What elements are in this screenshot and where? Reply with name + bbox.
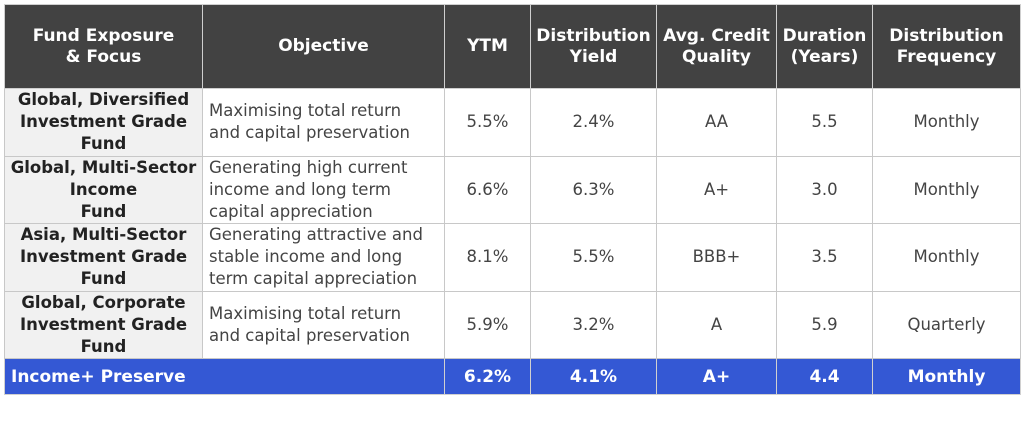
summary-duration: 4.4 <box>776 358 873 395</box>
objective-line: Maximising total return <box>209 303 402 323</box>
objective-line: and capital preservation <box>209 325 410 345</box>
objective-line: Maximising total return <box>209 101 402 121</box>
header-dist-yield-line-1: Distribution <box>536 25 651 46</box>
distribution-yield-cell: 3.2% <box>530 290 657 359</box>
header-distribution-frequency: Distribution Frequency <box>872 4 1021 89</box>
header-frequency-line-1: Distribution <box>889 25 1004 46</box>
ytm-cell: 6.6% <box>444 155 531 224</box>
header-ytm-label: YTM <box>467 36 508 56</box>
fund-name-cell: Global, Corporate Investment Grade Fund <box>4 290 203 359</box>
duration-cell: 3.5 <box>776 223 873 292</box>
objective-line: capital appreciation <box>209 201 373 221</box>
header-duration-line-1: Duration <box>782 25 867 46</box>
header-frequency-line-2: Frequency <box>896 46 997 67</box>
table-row: Global, Diversified Investment Grade Fun… <box>4 88 1021 157</box>
fund-name-line: Fund <box>80 269 127 289</box>
summary-ytm: 6.2% <box>444 358 531 395</box>
header-objective-label: Objective <box>278 36 369 56</box>
fund-comparison-table-wrapper: Fund Exposure & Focus Objective YTM Dist… <box>4 4 1021 395</box>
fund-name-cell: Asia, Multi-Sector Investment Grade Fund <box>4 223 203 292</box>
header-duration: Duration (Years) <box>776 4 873 89</box>
header-credit-quality: Avg. Credit Quality <box>656 4 777 89</box>
frequency-cell: Monthly <box>872 88 1021 157</box>
header-distribution-yield: Distribution Yield <box>530 4 657 89</box>
header-fund-exposure: Fund Exposure & Focus <box>4 4 203 89</box>
distribution-yield-cell: 5.5% <box>530 223 657 292</box>
ytm-cell: 5.5% <box>444 88 531 157</box>
frequency-cell: Monthly <box>872 223 1021 292</box>
header-objective: Objective <box>202 4 445 89</box>
fund-name-cell: Global, Diversified Investment Grade Fun… <box>4 88 203 157</box>
objective-line: income and long term <box>209 179 392 199</box>
summary-fund-name: Income+ Preserve <box>4 358 445 395</box>
fund-name-line: Asia, Multi-Sector <box>20 225 187 245</box>
table-row: Global, Multi-Sector Income Fund Generat… <box>4 155 1021 224</box>
objective-line: Generating high current <box>209 157 408 177</box>
summary-row: Income+ Preserve 6.2% 4.1% A+ 4.4 Monthl… <box>4 358 1021 395</box>
distribution-yield-cell: 2.4% <box>530 88 657 157</box>
header-fund-line-1: Fund Exposure <box>32 25 175 46</box>
summary-credit-quality: A+ <box>656 358 777 395</box>
objective-line: term capital appreciation <box>209 269 418 289</box>
objective-cell: Generating high current income and long … <box>202 155 445 224</box>
ytm-cell: 8.1% <box>444 223 531 292</box>
fund-name-line: Global, Diversified <box>17 90 190 110</box>
duration-cell: 3.0 <box>776 155 873 224</box>
credit-quality-cell: A <box>656 290 777 359</box>
fund-name-line: Fund <box>80 201 127 221</box>
header-credit-line-1: Avg. Credit <box>663 25 770 46</box>
header-fund-line-2: & Focus <box>65 46 142 67</box>
credit-quality-cell: AA <box>656 88 777 157</box>
frequency-cell: Quarterly <box>872 290 1021 359</box>
header-duration-line-2: (Years) <box>790 46 859 67</box>
objective-line: Generating attractive and <box>209 225 423 245</box>
fund-name-line: Investment Grade <box>19 247 188 267</box>
summary-frequency: Monthly <box>872 358 1021 395</box>
duration-cell: 5.9 <box>776 290 873 359</box>
summary-distribution-yield: 4.1% <box>530 358 657 395</box>
fund-name-line: Income <box>69 179 138 199</box>
duration-cell: 5.5 <box>776 88 873 157</box>
table-row: Asia, Multi-Sector Investment Grade Fund… <box>4 223 1021 292</box>
objective-cell: Maximising total return and capital pres… <box>202 88 445 157</box>
frequency-cell: Monthly <box>872 155 1021 224</box>
credit-quality-cell: A+ <box>656 155 777 224</box>
fund-name-line: Global, Multi-Sector <box>10 157 197 177</box>
fund-name-line: Global, Corporate <box>21 292 186 312</box>
objective-cell: Generating attractive and stable income … <box>202 223 445 292</box>
fund-name-line: Fund <box>80 134 127 154</box>
distribution-yield-cell: 6.3% <box>530 155 657 224</box>
header-row: Fund Exposure & Focus Objective YTM Dist… <box>4 4 1021 89</box>
ytm-cell: 5.9% <box>444 290 531 359</box>
objective-line: and capital preservation <box>209 123 410 143</box>
objective-line: stable income and long <box>209 247 403 267</box>
fund-name-line: Fund <box>80 336 127 356</box>
fund-name-cell: Global, Multi-Sector Income Fund <box>4 155 203 224</box>
header-dist-yield-line-2: Yield <box>569 46 618 67</box>
table-row: Global, Corporate Investment Grade Fund … <box>4 290 1021 359</box>
fund-name-line: Investment Grade <box>19 314 188 334</box>
header-ytm: YTM <box>444 4 531 89</box>
fund-comparison-table: Fund Exposure & Focus Objective YTM Dist… <box>4 4 1021 395</box>
header-credit-line-2: Quality <box>682 46 751 67</box>
fund-name-line: Investment Grade <box>19 112 188 132</box>
credit-quality-cell: BBB+ <box>656 223 777 292</box>
objective-cell: Maximising total return and capital pres… <box>202 290 445 359</box>
